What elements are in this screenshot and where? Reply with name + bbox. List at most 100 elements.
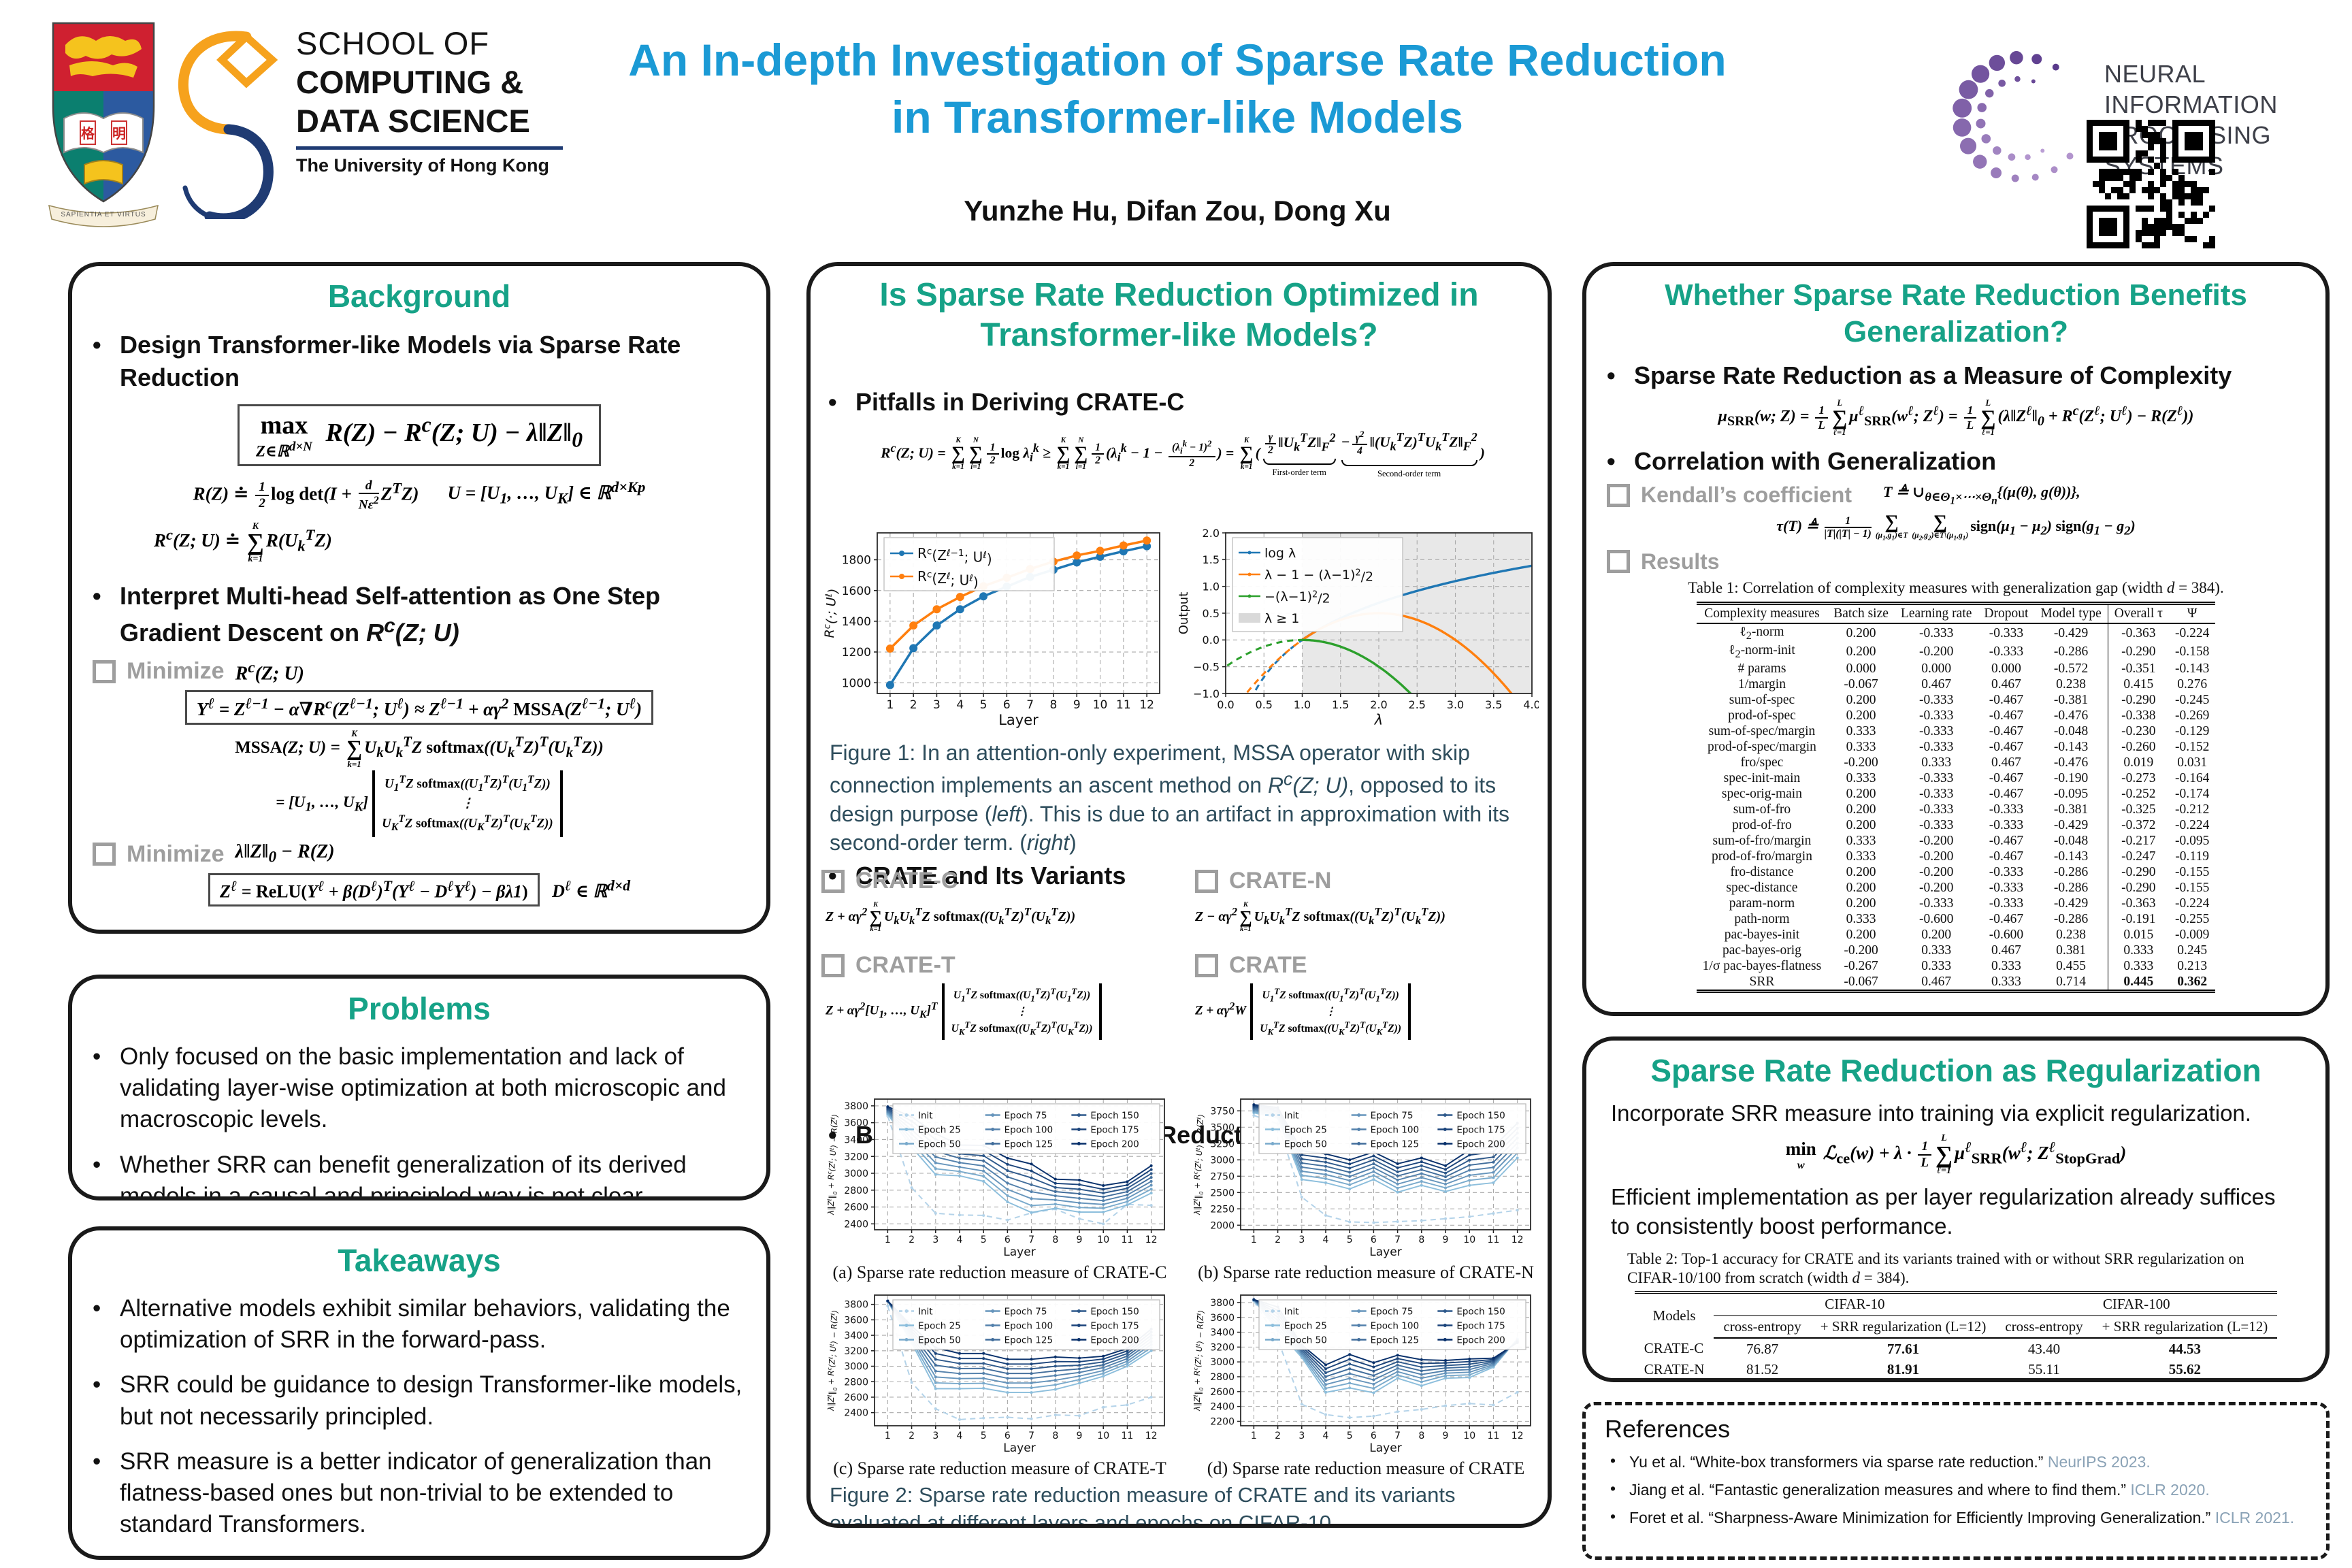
svg-text:12: 12 bbox=[1512, 1431, 1524, 1441]
svg-text:2600: 2600 bbox=[1210, 1387, 1235, 1398]
svg-text:−(λ−1)2/2: −(λ−1)2/2 bbox=[1264, 589, 1330, 606]
section-background: Background • Design Transformer-like Mode… bbox=[68, 262, 770, 934]
reference-venue-link: NeurIPS 2023. bbox=[2047, 1453, 2151, 1471]
svg-text:2250: 2250 bbox=[1210, 1204, 1235, 1215]
svg-text:9: 9 bbox=[1077, 1235, 1083, 1245]
svg-text:11: 11 bbox=[1488, 1235, 1500, 1245]
svg-text:−0.5: −0.5 bbox=[1193, 660, 1220, 673]
svg-text:7: 7 bbox=[1394, 1431, 1401, 1441]
svg-text:3200: 3200 bbox=[844, 1346, 868, 1357]
crate-c-eq: Z + αγ2 K ∑ k=1 UkUkTZ softmax((UkTZ)T(UkTZ)… bbox=[826, 901, 1076, 933]
svg-text:2: 2 bbox=[910, 698, 917, 712]
section-takeaways: Takeaways • Alternative models exhibit si… bbox=[68, 1226, 770, 1560]
svg-text:12: 12 bbox=[1145, 1235, 1158, 1245]
poster-title-line2: in Transformer-like Models bbox=[892, 92, 1463, 143]
svg-text:2: 2 bbox=[909, 1431, 915, 1441]
figure2b-subcaption: (b) Sparse rate reduction measure of CRA… bbox=[1198, 1262, 1534, 1282]
svg-text:6: 6 bbox=[1371, 1431, 1377, 1441]
eq-mssa: MSSA(Z; U) = K ∑ k=1 UkUkTZ softmax((UkTZ)T… bbox=[235, 728, 604, 769]
figure2c-plot: 1 2 3 4 5 6 7 8 9 10 11 12 2400 2600 2800 3000 3200 3400 3… bbox=[823, 1287, 1171, 1459]
crate-eq: Z + αγ2W U1TZ softmax((U1TZ)T(U1TZ)) ⋮ UKTZ… bbox=[1195, 983, 1546, 1040]
svg-text:0.5: 0.5 bbox=[1203, 607, 1220, 620]
svg-text:3000: 3000 bbox=[844, 1169, 868, 1179]
svg-text:Epoch 125: Epoch 125 bbox=[1004, 1335, 1053, 1345]
svg-text:12: 12 bbox=[1145, 1431, 1158, 1441]
references-list: • Yu et al. “White-box transformers via s… bbox=[1586, 1452, 2326, 1527]
svg-text:格: 格 bbox=[81, 125, 95, 142]
svg-text:3000: 3000 bbox=[844, 1362, 868, 1373]
svg-text:7: 7 bbox=[1028, 1235, 1034, 1245]
svg-text:Epoch 150: Epoch 150 bbox=[1090, 1110, 1139, 1121]
table1-row: sum-of-fro 0.200 -0.333 -0.333 -0.381 -0.325-… bbox=[1733, 802, 2210, 818]
table1-row: ℓ2-norm-init 0.200 -0.200 -0.333 -0.286 -0.29… bbox=[1729, 642, 2210, 662]
svg-text:Epoch 125: Epoch 125 bbox=[1004, 1139, 1053, 1149]
poster-authors: Yunzhe Hu, Difan Zou, Dong Xu bbox=[964, 195, 1391, 227]
table1-row: sum-of-fro/margin 0.333 -0.200 -0.467 -0.048… bbox=[1712, 833, 2210, 849]
svg-text:5: 5 bbox=[981, 1431, 987, 1441]
figure1-right-plot: 0.0 0.5 1.0 1.5 2.0 2.5 3.0 3.5 4.0 −1.0 −0.5 0.0 0.… bbox=[1177, 525, 1541, 732]
figure2a-subcaption: (a) Sparse rate reduction measure of CRA… bbox=[832, 1262, 1167, 1282]
minimize-sparsity-row: Minimize λ‖Z‖0 − R(Z) bbox=[93, 841, 766, 868]
svg-text:2800: 2800 bbox=[844, 1377, 868, 1388]
svg-text:3800: 3800 bbox=[844, 1300, 868, 1311]
table2: Models CIFAR-10 CIFAR-100 cross-entropy + SR… bbox=[1586, 1291, 2325, 1382]
problems-bullet-2: • Whether SRR can benefit generalization … bbox=[93, 1151, 687, 1200]
table1-row: pac-bayes-orig -0.200 0.333 0.467 0.381 0.333… bbox=[1722, 943, 2208, 959]
svg-text:3.5: 3.5 bbox=[1485, 698, 1502, 711]
svg-text:Epoch 175: Epoch 175 bbox=[1456, 1124, 1505, 1135]
crate-item: CRATE bbox=[1195, 952, 1307, 979]
eq-relu: Zℓ = ReLU(Yℓ + β(Dℓ)T(Yℓ − DℓYℓ) − βλ1) bbox=[208, 872, 540, 907]
table1-row: path-norm 0.333 -0.600 -0.467 -0.286 -0.191 -0… bbox=[1734, 911, 2210, 928]
svg-text:2.0: 2.0 bbox=[1370, 698, 1387, 711]
svg-text:5: 5 bbox=[1347, 1235, 1353, 1245]
svg-text:Epoch 50: Epoch 50 bbox=[918, 1139, 961, 1149]
svg-text:Epoch 50: Epoch 50 bbox=[918, 1335, 961, 1345]
svg-text:4: 4 bbox=[1323, 1431, 1329, 1441]
svg-text:3: 3 bbox=[1298, 1235, 1305, 1245]
section-regularization: Sparse Rate Reduction as Regularization … bbox=[1582, 1036, 2330, 1382]
svg-text:Epoch 175: Epoch 175 bbox=[1456, 1320, 1505, 1331]
figure2d-plot: 1 2 3 4 5 6 7 8 9 10 11 12 2200 2400 2600 2800 3000 3200 3… bbox=[1189, 1287, 1537, 1459]
svg-text:2.0: 2.0 bbox=[1203, 527, 1220, 540]
school-line1: SCHOOL OF bbox=[296, 25, 490, 61]
svg-text:12: 12 bbox=[1512, 1235, 1524, 1245]
section-generalization: Whether Sparse Rate Reduction Benefits G… bbox=[1582, 262, 2330, 1016]
svg-text:11: 11 bbox=[1122, 1235, 1134, 1245]
eq-min1: Rc(Z; U) bbox=[235, 658, 304, 685]
kendall-label: Kendall’s coefficient bbox=[1641, 483, 1852, 508]
svg-text:1.0: 1.0 bbox=[1203, 580, 1220, 593]
school-s-mark-icon bbox=[178, 31, 278, 219]
problems-title: Problems bbox=[348, 991, 491, 1026]
svg-text:Epoch 50: Epoch 50 bbox=[1284, 1139, 1327, 1149]
svg-text:2: 2 bbox=[1275, 1431, 1281, 1441]
minimize-rc-row: Minimize Rc(Z; U) bbox=[93, 658, 766, 685]
eq-mssa-matrix: = [U1, …, UK] U1TZ softmax((U1TZ)T(U1TZ))… bbox=[276, 770, 563, 837]
svg-text:11: 11 bbox=[1122, 1431, 1134, 1441]
svg-text:3.0: 3.0 bbox=[1447, 698, 1464, 711]
svg-text:1: 1 bbox=[1251, 1431, 1257, 1441]
svg-text:3800: 3800 bbox=[844, 1101, 868, 1112]
table1-row: ℓ2-norm 0.200 -0.333 -0.333 -0.429 -0.363 -0.2… bbox=[1740, 623, 2210, 643]
svg-text:3600: 3600 bbox=[844, 1118, 868, 1129]
eq-rc-def: Rc(Z; U) ≐ K ∑ k=1 R(UkTZ) bbox=[154, 520, 332, 564]
figure2d-subcaption: (d) Sparse rate reduction measure of CRA… bbox=[1207, 1458, 1525, 1478]
svg-text:1400: 1400 bbox=[842, 615, 871, 629]
svg-text:Epoch 25: Epoch 25 bbox=[918, 1320, 961, 1331]
table1-row: prod-of-spec 0.200 -0.333 -0.467 -0.476 -0.33… bbox=[1728, 708, 2210, 724]
svg-text:2800: 2800 bbox=[1210, 1372, 1235, 1383]
svg-text:Epoch 25: Epoch 25 bbox=[918, 1124, 961, 1135]
eq-d-def: Dℓ ∈ ℝd×d bbox=[552, 877, 631, 902]
svg-text:λ‖Zℓ‖0 + Rc(Zℓ; Uℓ) − R(Zℓ): λ‖Zℓ‖0 + Rc(Zℓ; Uℓ) − R(Zℓ) bbox=[1192, 1114, 1206, 1215]
svg-text:SAPIENTIA ET VIRTUS: SAPIENTIA ET VIRTUS bbox=[61, 211, 146, 218]
table2-row: CRATE-T85.4985.5260.5960.69 bbox=[1635, 1379, 2277, 1382]
figure2-caption: Figure 2: Sparse rate reduction measure … bbox=[830, 1483, 1456, 1528]
svg-text:3: 3 bbox=[932, 1431, 938, 1441]
section-srr-optimized: Is Sparse Rate Reduction Optimized in Tr… bbox=[806, 262, 1552, 1528]
svg-text:1800: 1800 bbox=[842, 554, 871, 568]
svg-text:Layer: Layer bbox=[1003, 1441, 1035, 1455]
reference-item: • Yu et al. “White-box transformers via s… bbox=[1610, 1452, 2151, 1471]
regularization-title: Sparse Rate Reduction as Regularization bbox=[1650, 1053, 2261, 1088]
svg-text:0.0: 0.0 bbox=[1217, 698, 1234, 711]
reference-venue-link: ICLR 2020. bbox=[2130, 1481, 2210, 1499]
svg-text:4: 4 bbox=[957, 1235, 963, 1245]
